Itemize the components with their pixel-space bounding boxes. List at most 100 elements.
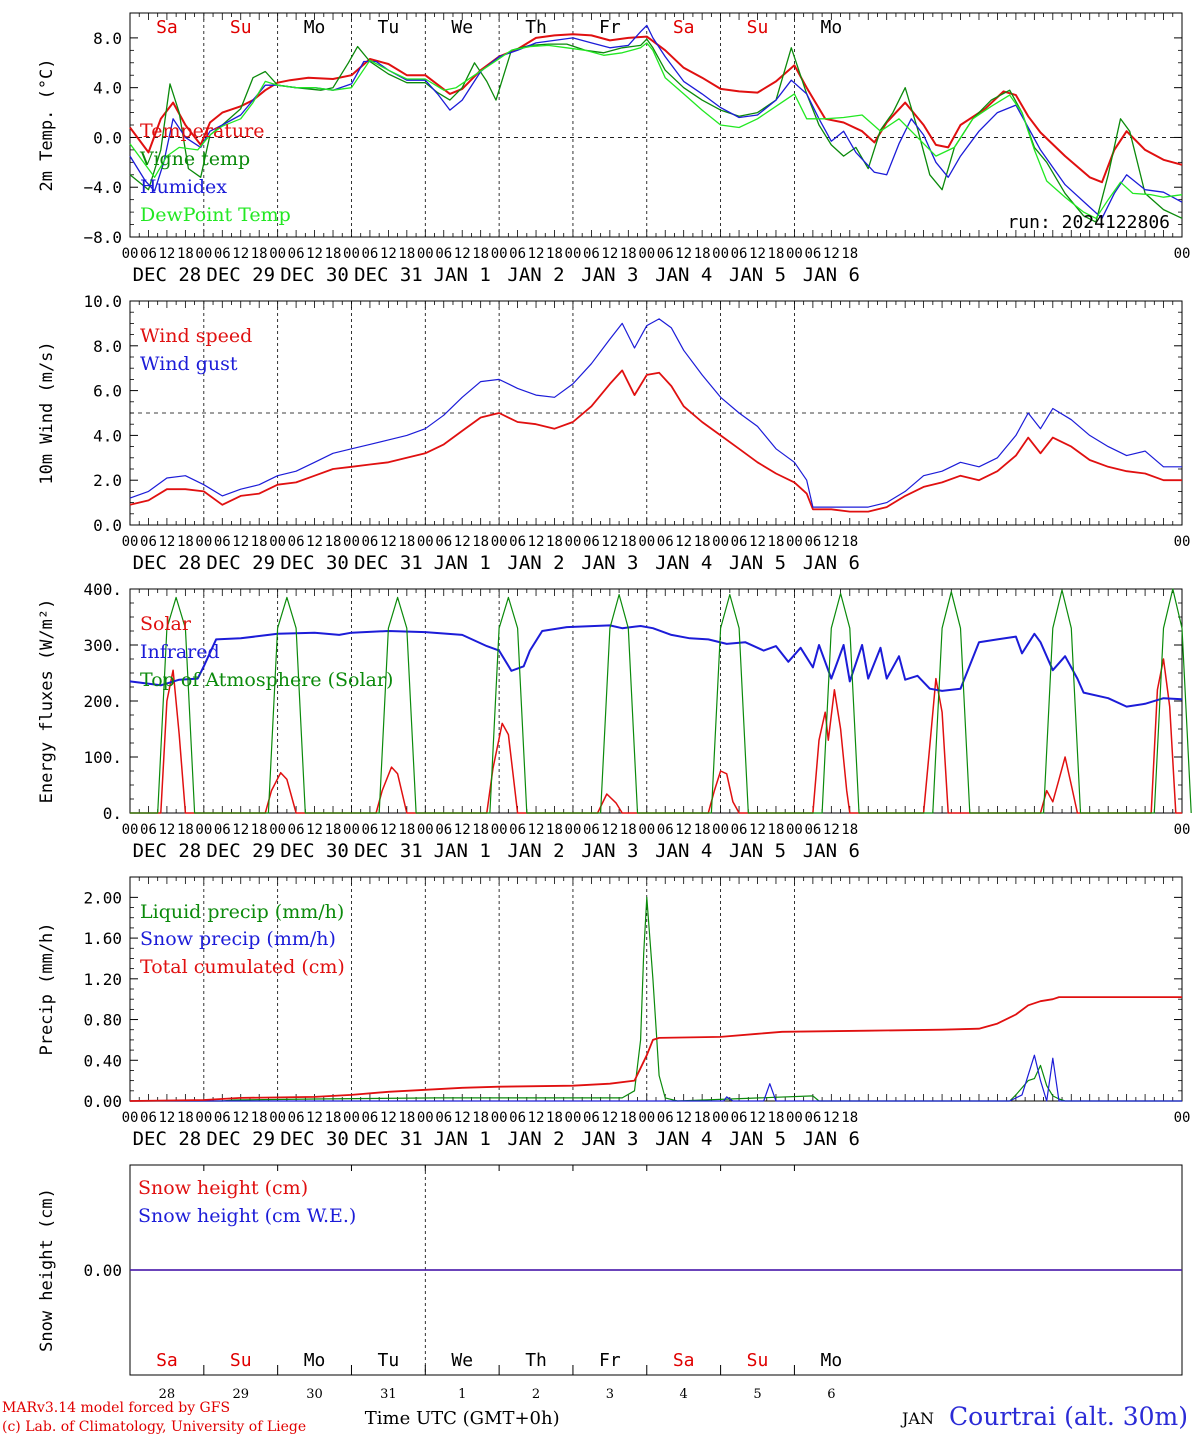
hour-label: 18	[694, 822, 711, 838]
y-tick-label: 2.0	[93, 471, 122, 490]
hour-label: 00	[565, 534, 582, 550]
hour-label: 06	[583, 822, 600, 838]
series-temp-1	[129, 38, 1183, 223]
legend-entry: Vigne temp	[139, 148, 250, 170]
hour-label: 00	[638, 246, 655, 262]
hour-label: 00	[565, 246, 582, 262]
hour-label: 18	[694, 246, 711, 262]
panel-wind: 0.0 2.0 4.0 6.0 8.0 10.0 10m Wind (m/s) Wind sp…	[37, 292, 1190, 574]
hour-label: 00	[122, 822, 139, 838]
weekday-label: Tu	[378, 1350, 400, 1371]
day-label: DEC 28	[133, 840, 202, 862]
hour-label: 18	[472, 534, 489, 550]
series-wind-1	[129, 318, 1182, 508]
hour-label: 18	[694, 1110, 711, 1126]
hour-label: 12	[158, 822, 175, 838]
hour-label: 12	[749, 246, 766, 262]
hour-label: 12	[749, 534, 766, 550]
hour-label: 00	[565, 822, 582, 838]
hour-label: 18	[768, 246, 785, 262]
y-tick-label: 4.0	[93, 79, 122, 98]
hour-label: 12	[380, 534, 397, 550]
hour-label: 12	[675, 534, 692, 550]
day-label: JAN 4	[655, 264, 712, 286]
hour-label: 12	[601, 822, 618, 838]
day-label: DEC 31	[354, 264, 423, 286]
day-label: JAN 2	[507, 840, 564, 862]
series-energy-2	[130, 588, 1192, 814]
hour-label: 12	[601, 1110, 618, 1126]
hour-label: 06	[288, 1110, 305, 1126]
hour-label: 06	[804, 534, 821, 550]
hour-label: 00	[195, 534, 212, 550]
day-label: JAN 6	[803, 552, 860, 574]
hour-label: 18	[398, 246, 415, 262]
hour-label: 00	[1174, 1110, 1191, 1126]
series-temp-2	[129, 24, 1183, 219]
series-precip-0	[130, 896, 1182, 1102]
day-label: JAN 5	[729, 1128, 786, 1150]
hour-label: 06	[214, 534, 231, 550]
hour-label: 00	[786, 822, 803, 838]
hour-label: 00	[712, 1110, 729, 1126]
y-tick-label: 300.	[83, 636, 122, 655]
hour-label: 06	[731, 822, 748, 838]
hour-label: 06	[435, 534, 452, 550]
weekday-label: Mo	[820, 1350, 842, 1371]
hour-label: 06	[731, 246, 748, 262]
day-number: 6	[827, 1387, 835, 1402]
hour-label: 06	[731, 534, 748, 550]
y-tick-label: −4.0	[83, 178, 122, 197]
weekday-label: Sa	[673, 1350, 695, 1371]
hour-label: 06	[435, 246, 452, 262]
weekday-label: Mo	[820, 17, 842, 38]
hour-label: 12	[675, 246, 692, 262]
hour-label: 06	[288, 534, 305, 550]
hour-label: 00	[786, 246, 803, 262]
day-label: DEC 30	[280, 264, 349, 286]
day-number: 2	[532, 1387, 540, 1402]
y-tick-label: −8.0	[83, 228, 122, 247]
day-label: DEC 30	[280, 1128, 349, 1150]
legend-entry: Snow precip (mm/h)	[140, 928, 336, 950]
hour-label: 18	[841, 822, 858, 838]
hour-label: 12	[528, 534, 545, 550]
day-label: JAN 6	[803, 1128, 860, 1150]
hour-label: 18	[620, 534, 637, 550]
station-label: Courtrai (alt. 30m)	[949, 1402, 1188, 1431]
y-tick-label: 10.0	[83, 292, 122, 311]
hour-label: 18	[841, 1110, 858, 1126]
hour-label: 12	[749, 822, 766, 838]
hour-label: 12	[380, 822, 397, 838]
day-number: 1	[458, 1387, 466, 1402]
weekday-label: Tu	[378, 17, 400, 38]
hour-label: 12	[232, 822, 249, 838]
hour-label: 00	[712, 246, 729, 262]
day-label: DEC 28	[133, 264, 202, 286]
hour-label: 18	[398, 1110, 415, 1126]
hour-label: 12	[306, 534, 323, 550]
hour-label: 06	[362, 534, 379, 550]
hour-label: 00	[269, 822, 286, 838]
weekday-label: We	[451, 17, 473, 38]
hour-label: 06	[583, 534, 600, 550]
day-label: JAN 1	[434, 552, 491, 574]
day-number: 31	[380, 1387, 397, 1402]
hour-label: 00	[638, 1110, 655, 1126]
hour-label: 12	[454, 246, 471, 262]
hour-label: 18	[251, 1110, 268, 1126]
hour-label: 00	[343, 246, 360, 262]
hour-label: 00	[565, 1110, 582, 1126]
hour-label: 06	[509, 1110, 526, 1126]
series-precip-1	[130, 1054, 1182, 1102]
hour-label: 18	[472, 1110, 489, 1126]
y-axis-label: 10m Wind (m/s)	[37, 341, 57, 484]
day-label: DEC 29	[206, 1128, 275, 1150]
day-label: JAN 4	[655, 840, 712, 862]
hour-label: 00	[343, 1110, 360, 1126]
day-label: JAN 1	[434, 1128, 491, 1150]
hour-label: 18	[251, 534, 268, 550]
hour-label: 12	[823, 246, 840, 262]
day-label: DEC 31	[354, 840, 423, 862]
day-label: JAN 2	[507, 1128, 564, 1150]
